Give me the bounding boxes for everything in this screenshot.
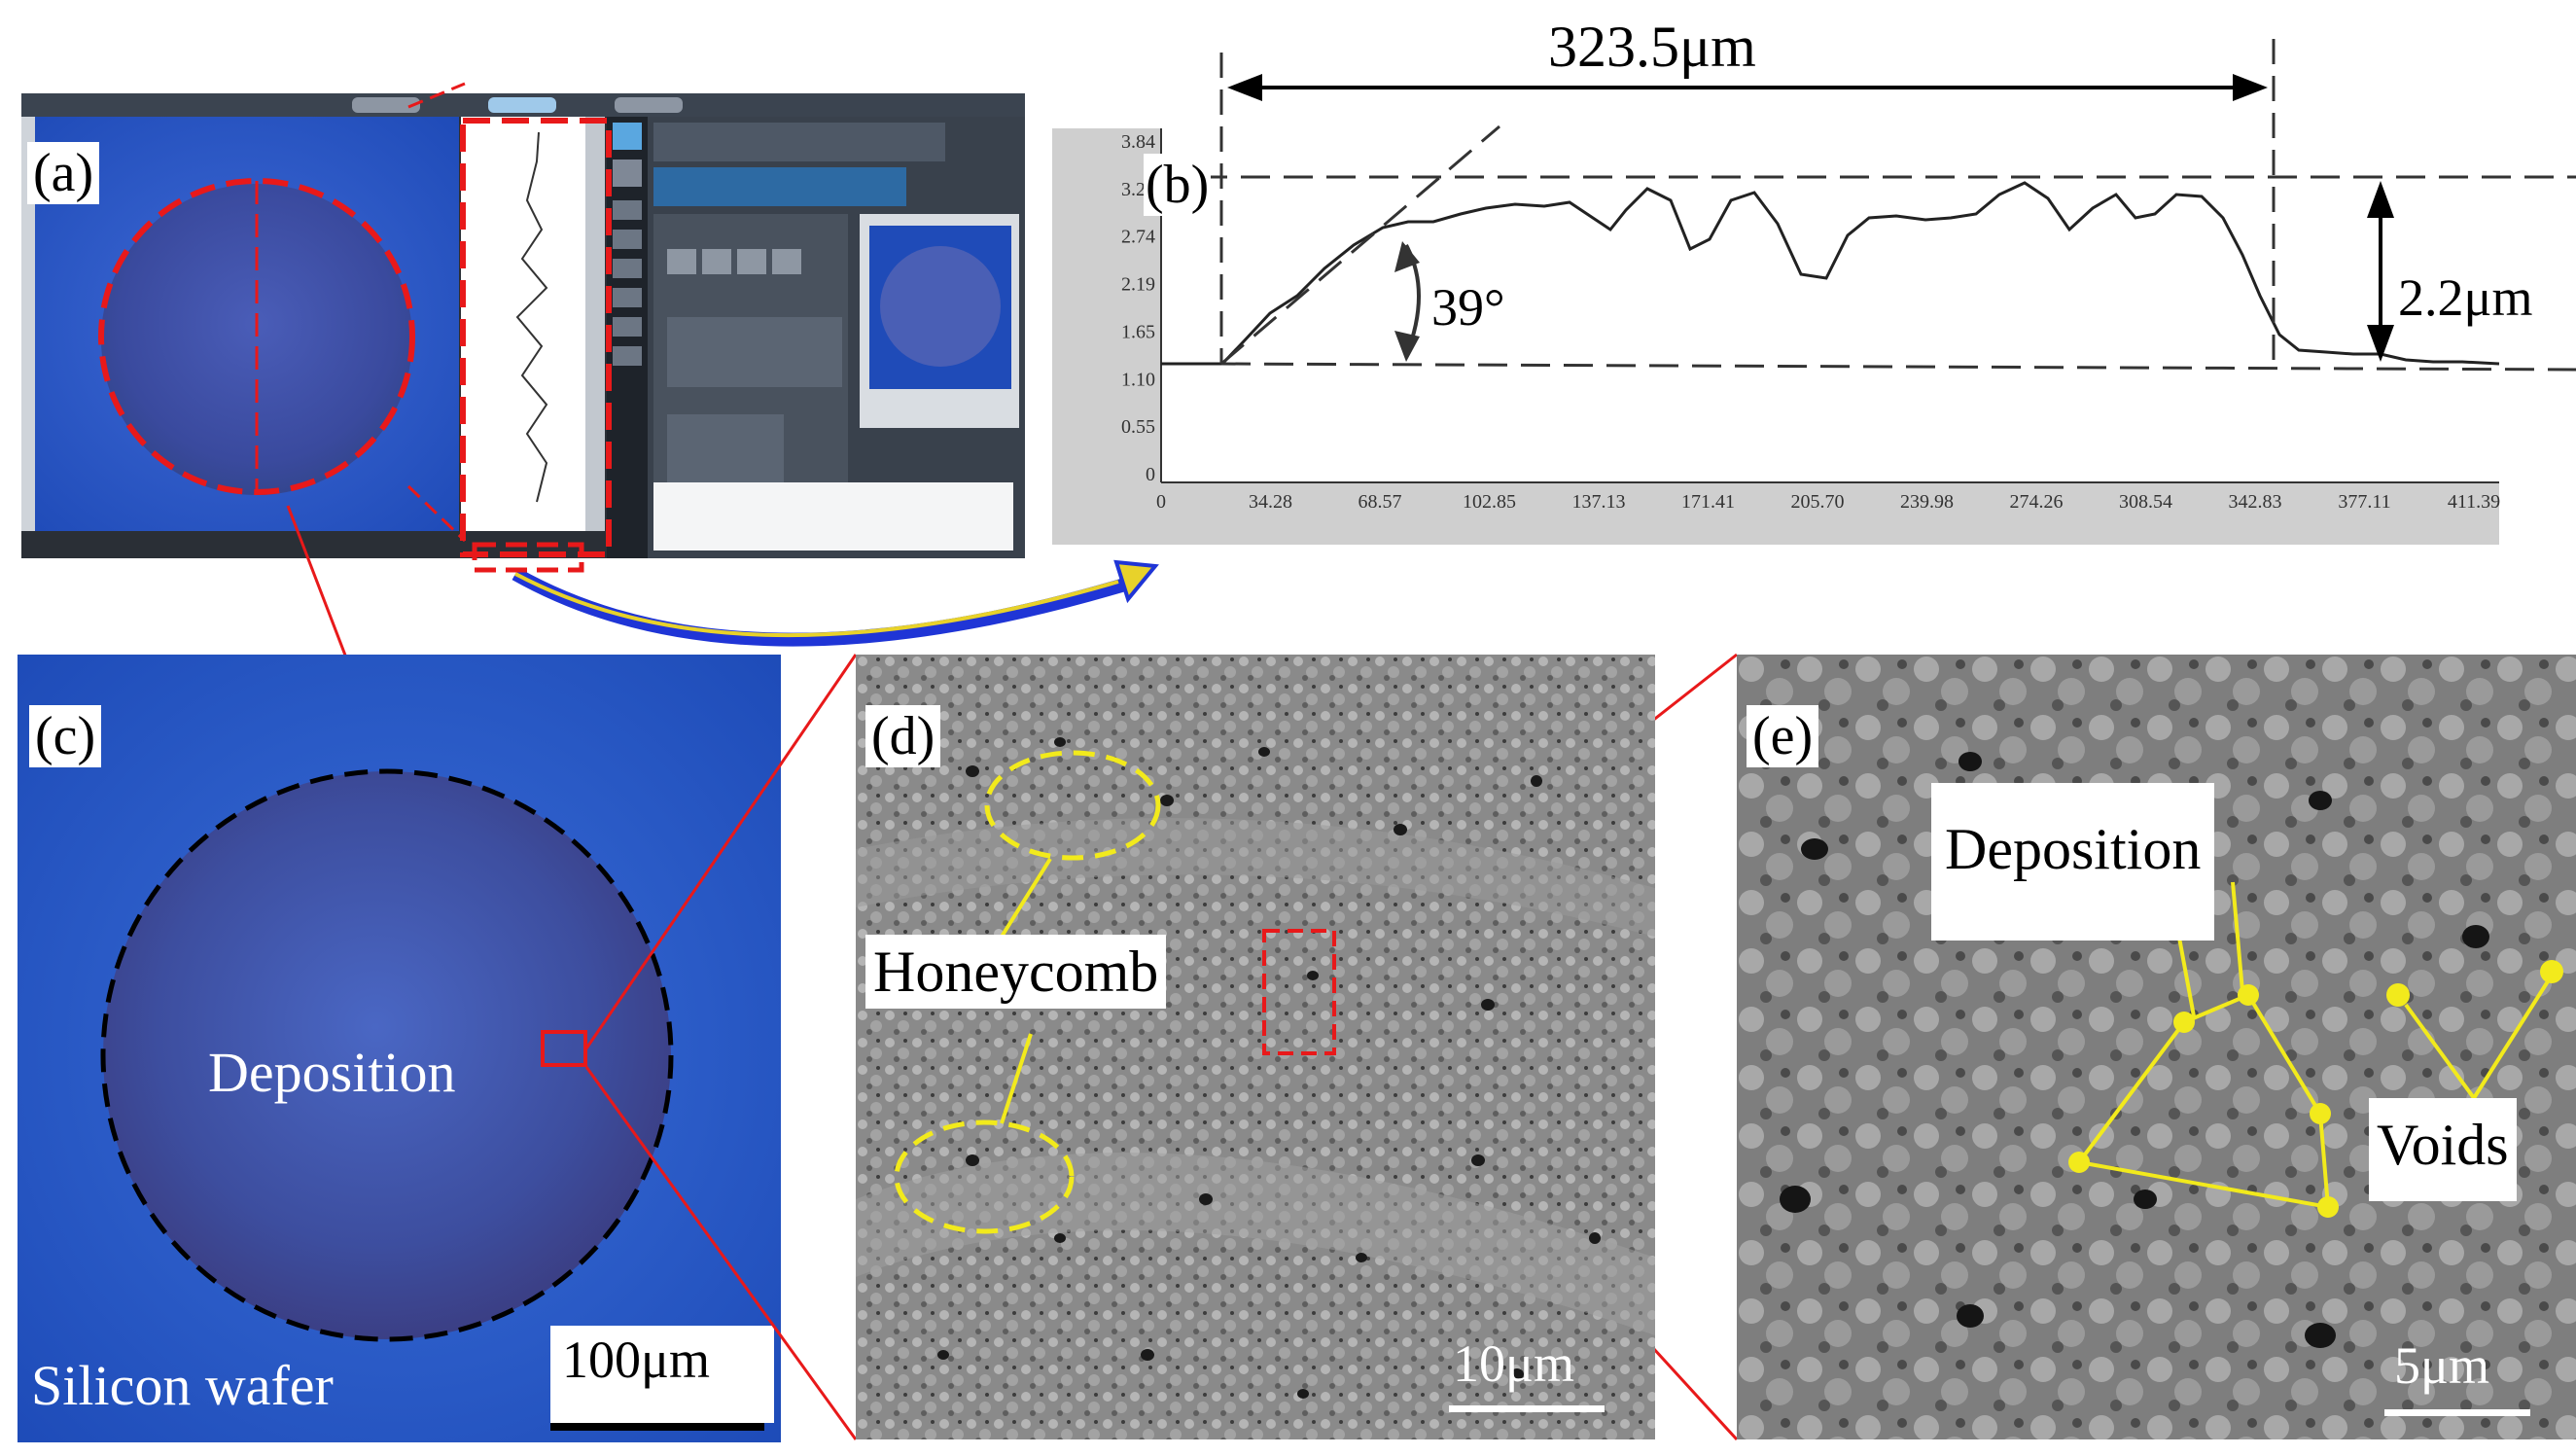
panel-a-label: (a) — [27, 142, 100, 204]
scale-bar-d — [1449, 1405, 1605, 1412]
deposition-spot — [103, 771, 671, 1339]
x-tick-label: 411.39 — [2448, 491, 2500, 513]
panel-c-label: (c) — [29, 705, 102, 767]
sem-image-e — [1737, 655, 2576, 1439]
void-marker-right — [2540, 960, 2563, 983]
honeycomb-label: Honeycomb — [865, 935, 1167, 1009]
panel-d: (d) Honeycomb 10μm — [856, 655, 1655, 1439]
scale-box-c — [550, 1326, 774, 1423]
y-tick-label: 1.65 — [1121, 321, 1155, 342]
x-tick-label: 137.13 — [1572, 491, 1626, 513]
x-tick-label: 308.54 — [2119, 491, 2172, 513]
y-tick-label: 0.55 — [1121, 416, 1155, 438]
width-label: 323.5μm — [1548, 15, 1756, 79]
height-profile-curve — [1161, 181, 2500, 366]
x-tick-label: 34.28 — [1249, 491, 1292, 513]
voids-label: Voids — [2369, 1098, 2517, 1201]
deposition-label-c: Deposition — [208, 1041, 456, 1104]
panel-d-label: (d) — [865, 705, 941, 767]
y-tick-label: 0 — [1146, 464, 1155, 485]
x-tick-label: 0 — [1156, 491, 1166, 513]
void-marker-left — [2386, 983, 2410, 1007]
panel-a: (a) — [21, 93, 1025, 558]
x-tick-label: 377.11 — [2338, 491, 2390, 513]
honeycomb-ellipse-bottom — [894, 1119, 1075, 1234]
deposition-outline-e — [2075, 992, 2331, 1210]
x-tick-label: 342.83 — [2229, 491, 2282, 513]
x-tick-label: 171.41 — [1681, 491, 1735, 513]
x-tick-label: 205.70 — [1791, 491, 1845, 513]
x-tick-label: 239.98 — [1900, 491, 1954, 513]
panel-e: (e) Deposition Voids 5μm — [1737, 655, 2576, 1439]
honeycomb-ellipse-top — [984, 750, 1161, 861]
y-tick-label: 3.84 — [1121, 131, 1155, 153]
panel-c: (c) Deposition Silicon wafer 100μm — [18, 655, 781, 1442]
x-tick-label: 102.85 — [1463, 491, 1516, 513]
y-tick-label: 1.10 — [1121, 369, 1155, 390]
height-label: 2.2μm — [2398, 268, 2532, 327]
zoom-box-c — [541, 1030, 587, 1067]
x-tick-label: 274.26 — [2010, 491, 2064, 513]
scale-bar-e — [2384, 1409, 2530, 1416]
sem-image-d — [856, 655, 1655, 1439]
scale-label-d: 10μm — [1453, 1334, 1574, 1393]
panel-b-label: (b) — [1144, 154, 1212, 216]
optical-micrograph — [18, 655, 781, 1442]
x-tick-label: 68.57 — [1359, 491, 1402, 513]
deposition-label-e: Deposition — [1931, 783, 2215, 941]
y-tick-label: 2.19 — [1121, 274, 1155, 296]
plot-area — [1161, 128, 2499, 482]
y-tick-label: 2.74 — [1121, 227, 1155, 248]
scale-bar-c — [550, 1423, 764, 1431]
deposition-outline — [100, 768, 674, 1342]
panel-e-label: (e) — [1747, 705, 1819, 767]
scale-label-c: 100μm — [562, 1331, 710, 1389]
angle-label: 39° — [1431, 278, 1505, 337]
profile-highlight — [460, 118, 612, 557]
panel-b: 3.84 3.29 2.74 2.19 1.65 1.10 0.55 0 0 34.28 68.5… — [1052, 0, 2576, 550]
scale-label-e: 5μm — [2394, 1336, 2489, 1395]
zoom-box-d — [1262, 929, 1336, 1055]
profile-chart: 3.843.292.742.191.651.100.550 0 34.28 68.5… — [1052, 15, 2576, 545]
substrate-label: Silicon wafer — [31, 1354, 334, 1417]
